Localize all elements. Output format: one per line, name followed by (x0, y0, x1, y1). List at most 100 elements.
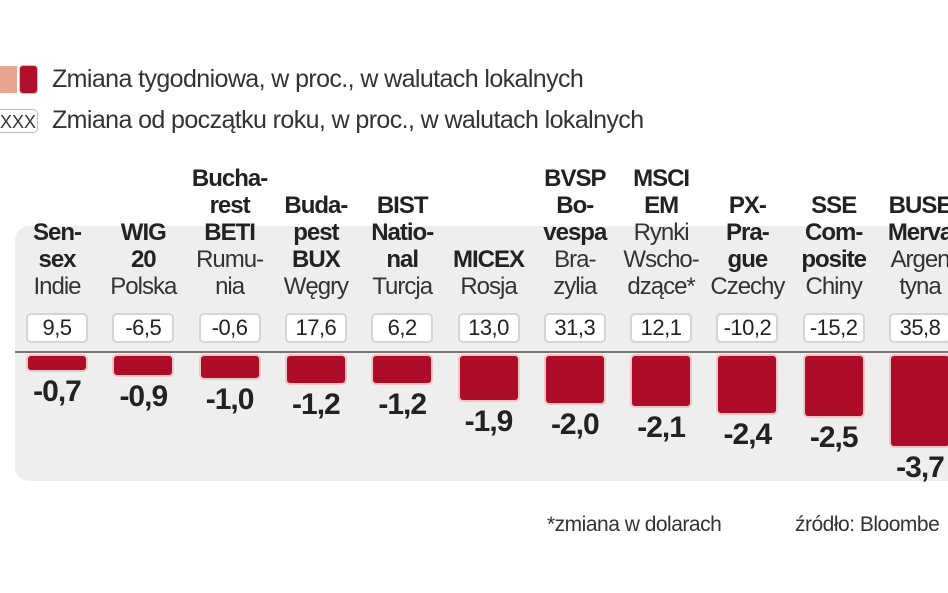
chart-column: WIG 20 Polska -6,5 -0,9 (100, 0, 186, 593)
chart-column: Bucha-rest BETI Rumu-nia -0,6 -1,0 (187, 0, 273, 593)
index-name-line: Pra- (726, 219, 770, 246)
index-name-line: Com- (805, 219, 863, 246)
index-name-line: Natio- (371, 219, 434, 246)
category-label: PX- Pra-gue Czechy (694, 192, 800, 300)
legend-weekly-label: Zmiana tygodniowa, w proc., w walutach l… (52, 65, 584, 93)
country-name-line: Bra- (554, 246, 596, 273)
legend-ytd-label: Zmiana od początku roku, w proc., w walu… (52, 106, 644, 134)
country-name-line: Rosja (460, 273, 517, 300)
country-name-line: Indie (33, 273, 81, 300)
ytd-value-box: -10,2 (716, 313, 779, 343)
ytd-value-box: -0,6 (198, 313, 261, 343)
chart-column: Buda-pest BUX Węgry 17,6 -1,2 (273, 0, 359, 593)
legend-ytd: XXX Zmiana od początku roku, w proc., w … (0, 106, 644, 135)
index-name-line: sex (38, 246, 76, 273)
weekly-value-label: -0,9 (119, 379, 168, 413)
country-name-line: nia (215, 273, 245, 300)
index-name-line: BVSP (544, 165, 606, 192)
country-name-line: Rumu- (196, 246, 264, 273)
weekly-value-label: -1,0 (205, 382, 255, 416)
index-name-line: BUSE (888, 192, 948, 219)
weekly-bar (112, 354, 175, 377)
ytd-value-box: 6,2 (371, 313, 434, 343)
category-label: Sen-sex Indie (4, 219, 110, 300)
category-label: BIST Natio-nal Turcja (349, 192, 455, 300)
index-name-line: Buda- (284, 192, 348, 219)
index-name-line: PX- (728, 192, 767, 219)
legend-swatch-dark (19, 65, 38, 94)
index-name-line: MSCI (633, 165, 690, 192)
weekly-value-label: -2,0 (550, 408, 600, 441)
index-name-line: BIST (376, 192, 429, 219)
weekly-bar (26, 354, 88, 372)
ytd-value-box: 35,8 (889, 313, 948, 343)
chart-column: Sen-sex Indie 9,5 -0,7 (14, 0, 100, 593)
legend-swatch-light (0, 66, 17, 93)
footnote: *zmiana w dolarach (547, 513, 722, 536)
country-name-line: Wscho- (623, 246, 699, 273)
country-name-line: Rynki (633, 219, 690, 246)
legend-weekly: Zmiana tygodniowa, w proc., w walutach l… (0, 65, 584, 94)
category-label: BVSP Bo-vespa Bra-zylia (522, 165, 628, 300)
index-name-line: EM (644, 192, 679, 219)
index-name-line: pest (293, 219, 339, 246)
index-name-line: Sen- (32, 219, 82, 246)
index-name-line: WIG (120, 219, 167, 246)
weekly-bar (457, 354, 520, 403)
country-name-line: Polska (110, 273, 177, 300)
index-name-line: vespa (543, 219, 607, 246)
chart-column: BIST Natio-nal Turcja 6,2 -1,2 (359, 0, 445, 593)
country-name-line: Turcja (372, 273, 433, 300)
weekly-bar (889, 354, 948, 449)
category-label: Bucha-rest BETI Rumu-nia (177, 165, 283, 300)
ytd-value-box: 9,5 (26, 313, 88, 343)
country-name-line: Węgry (283, 273, 349, 300)
weekly-value-label: -0,7 (33, 374, 82, 408)
country-name-line: Chiny (805, 273, 863, 300)
legend-ytd-swatch: XXX (0, 108, 38, 133)
weekly-value-label: -2,5 (809, 420, 859, 454)
chart-column: BVSP Bo-vespa Bra-zylia 31,3 -2,0 (532, 0, 618, 593)
country-name-line: dzące* (627, 273, 695, 300)
index-name-line: Merva (887, 219, 948, 246)
country-name-line: zylia (553, 273, 597, 300)
category-label: MSCI EM Rynki Wscho-dzące* (608, 165, 714, 300)
index-name-line: 20 (130, 246, 157, 273)
weekly-bar (543, 354, 606, 405)
country-name-line: Argen (890, 246, 948, 273)
index-name-line: gue (727, 246, 769, 273)
index-name-line: posite (801, 246, 867, 273)
chart-column: MSCI EM Rynki Wscho-dzące* 12,1 -2,1 (618, 0, 704, 593)
category-label: WIG 20 Polska (90, 219, 196, 300)
ytd-value-box: 12,1 (630, 313, 693, 343)
index-name-line: Bucha- (191, 165, 268, 192)
index-name-line: BETI (204, 219, 256, 246)
category-label: Buda-pest BUX Węgry (263, 192, 369, 300)
chart-column: BUSE Merva Argen tyna 35,8 -3,7 (877, 0, 948, 593)
weekly-bar (802, 354, 865, 418)
chart-panel (15, 226, 948, 481)
ytd-value-box: 13,0 (457, 313, 520, 343)
index-name-line: rest (209, 192, 251, 219)
weekly-bar (716, 354, 779, 416)
category-label: SSE Com-posite Chiny (781, 192, 887, 300)
ytd-value-box: 31,3 (543, 313, 606, 343)
weekly-value-label: -2,1 (637, 410, 686, 444)
weekly-value-label: -1,9 (464, 405, 514, 439)
weekly-bar (198, 354, 261, 380)
ytd-value-box: -6,5 (112, 313, 175, 343)
zero-line (15, 351, 948, 353)
index-name-line: SSE (811, 192, 857, 219)
chart-column: SSE Com-posite Chiny -15,2 -2,5 (791, 0, 877, 593)
weekly-bar (284, 354, 347, 385)
index-name-line: BUX (292, 246, 341, 273)
index-name-line: MICEX (452, 246, 525, 273)
ytd-value-box: -15,2 (802, 313, 865, 343)
weekly-value-label: -1,2 (292, 387, 341, 421)
index-name-line: Bo- (556, 192, 594, 219)
country-name-line: Czechy (710, 273, 785, 300)
ytd-value-box: 17,6 (284, 313, 347, 343)
weekly-value-label: -2,4 (723, 418, 773, 452)
category-label: BUSE Merva Argen tyna (867, 192, 948, 300)
chart-column: MICEX Rosja 13,0 -1,9 (446, 0, 532, 593)
